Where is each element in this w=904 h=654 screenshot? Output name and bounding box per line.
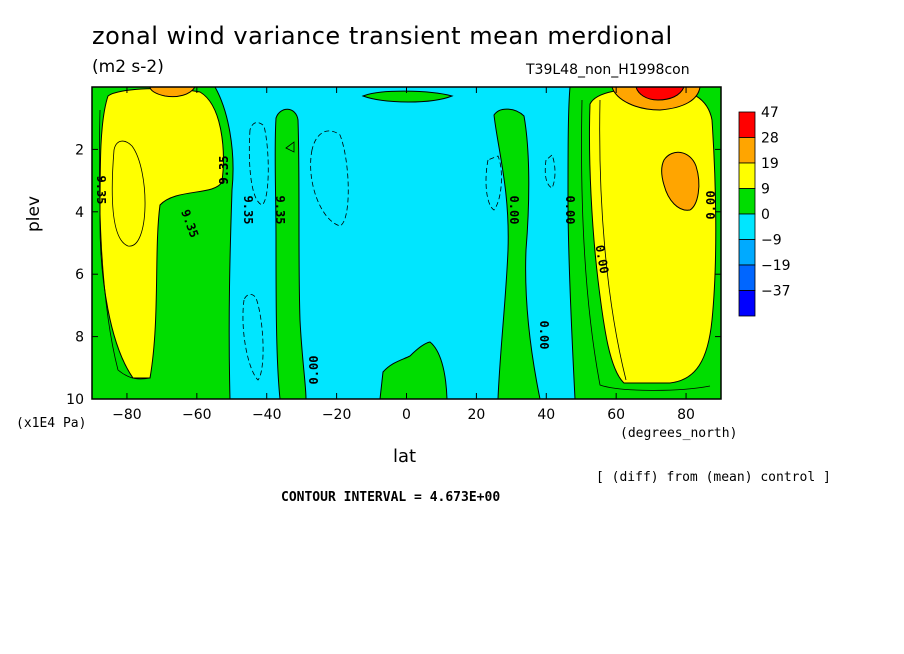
field-green-column-right [493,108,541,399]
colorbar-swatch [738,111,756,138]
x-tick-label: 40 [537,407,555,423]
x-tick-label: 20 [467,407,485,423]
field-orange-right-lobe [661,151,700,211]
contour-label: 0.00 [537,321,551,350]
contour-label: 0.00 [704,191,718,220]
colorbar-label: 0 [761,207,770,223]
chart-title: zonal wind variance transient mean merdi… [92,22,673,50]
colorbar: 47 28 19 9 0 −9 −19 −37 [738,105,791,317]
contour-label: 9.35 [217,156,231,185]
diff-annotation: [ (diff) from (mean) control ] [596,470,831,485]
colorbar-label: 47 [761,105,779,121]
x-axis: −80 −60 −40 −20 0 20 40 60 80 [112,87,695,423]
x-tick-label: 0 [402,407,411,423]
colorbar-label: 19 [761,156,779,172]
colorbar-label: −9 [761,233,782,249]
contour-line-left-inner [111,140,146,247]
y-tick-label: 10 [66,392,84,408]
contour-label: 9.35 [241,196,255,225]
contour-label: 9.35 [94,176,108,205]
y-tick-label: 8 [75,330,84,346]
contour-line-right-ring [599,99,627,381]
contour-label: 0.00 [593,244,612,275]
field-green-lens [361,90,454,103]
x-axis-label: lat [393,446,417,467]
field-red-right-jet [635,87,685,101]
contour-line-left-ring [98,109,151,380]
contour-label: 0.00 [563,196,577,225]
colorbar-label: 28 [761,131,779,147]
contour-label: 0.00 [307,356,321,385]
field-green-column-left [274,108,307,399]
colorbar-label: 9 [761,182,770,198]
field-yellow-right [588,87,717,384]
dashed-negative-contours [242,122,556,381]
contour-label: 9.35 [217,156,231,185]
dashed-contour-4 [485,155,502,211]
x-tick-label: −60 [182,407,212,423]
colorbar-label: −19 [761,258,791,274]
colorbar-swatch [738,213,756,240]
contour-interval: CONTOUR INTERVAL = 4.673E+00 [281,490,501,505]
colorbar-label: −37 [761,284,791,300]
contour-label: 9.35 [273,196,287,225]
chart-subtitle: (m2 s-2) [92,57,164,77]
colorbar-swatch [738,290,756,317]
y-axis-unit: (x1E4 Pa) [16,416,87,431]
x-tick-label: −80 [112,407,142,423]
y-axis: 2 4 6 8 10 [66,142,721,408]
dashed-contour-3 [242,294,264,381]
dashed-contour-1 [248,122,269,206]
contour-label: 0.00 [507,196,521,225]
contour-line-right-outer [581,99,711,391]
colorbar-swatch [738,239,756,266]
field-green-mound [379,341,448,399]
colorbar-swatch [738,162,756,189]
y-tick-label: 4 [75,205,84,221]
small-triangle-contour [285,141,295,153]
colorbar-swatch [738,188,756,215]
y-tick-label: 2 [75,142,84,158]
x-tick-label: −20 [322,407,352,423]
y-tick-label: 6 [75,267,84,283]
colorbar-swatch [738,264,756,291]
run-label: T39L48_non_H1998con [526,62,690,78]
field-orange-left [149,87,196,98]
colorbar-swatch [738,137,756,164]
dashed-contour-2 [310,130,349,227]
x-tick-label: 80 [677,407,695,423]
dashed-contour-5 [544,154,556,189]
contour-field [92,87,721,399]
x-axis-unit: (degrees_north) [620,426,738,441]
x-tick-label: 60 [607,407,625,423]
x-tick-label: −40 [252,407,282,423]
